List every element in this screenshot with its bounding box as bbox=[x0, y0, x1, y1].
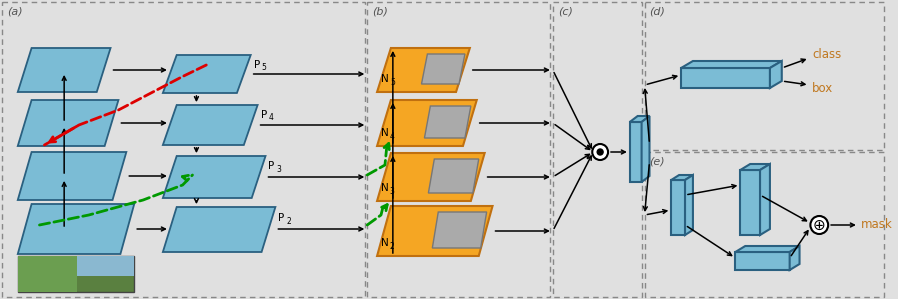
Polygon shape bbox=[760, 164, 770, 235]
Text: N: N bbox=[381, 183, 389, 193]
Polygon shape bbox=[432, 212, 487, 248]
Polygon shape bbox=[377, 206, 493, 256]
Text: 4: 4 bbox=[390, 132, 395, 141]
Polygon shape bbox=[377, 48, 470, 92]
Polygon shape bbox=[671, 175, 693, 180]
Text: P: P bbox=[260, 110, 267, 120]
Text: 4: 4 bbox=[269, 114, 273, 123]
Polygon shape bbox=[641, 116, 649, 182]
Polygon shape bbox=[18, 100, 119, 146]
Text: (b): (b) bbox=[372, 6, 388, 16]
Polygon shape bbox=[629, 116, 649, 122]
Text: 3: 3 bbox=[390, 187, 395, 196]
Polygon shape bbox=[770, 61, 782, 88]
Text: 2: 2 bbox=[390, 242, 394, 251]
Circle shape bbox=[593, 144, 608, 160]
Polygon shape bbox=[18, 152, 127, 200]
Polygon shape bbox=[18, 48, 110, 92]
Polygon shape bbox=[789, 246, 799, 270]
Polygon shape bbox=[377, 100, 477, 146]
Text: box: box bbox=[813, 82, 833, 94]
Polygon shape bbox=[421, 54, 465, 84]
Circle shape bbox=[810, 216, 828, 234]
FancyBboxPatch shape bbox=[553, 2, 641, 297]
Text: N: N bbox=[381, 128, 389, 138]
Text: P: P bbox=[278, 213, 285, 223]
Text: (c): (c) bbox=[558, 6, 573, 16]
Text: (a): (a) bbox=[7, 6, 22, 16]
Polygon shape bbox=[681, 68, 770, 88]
Polygon shape bbox=[18, 204, 134, 254]
Text: 5: 5 bbox=[261, 63, 267, 72]
FancyBboxPatch shape bbox=[18, 256, 134, 292]
Polygon shape bbox=[163, 156, 266, 198]
Polygon shape bbox=[163, 105, 258, 145]
FancyBboxPatch shape bbox=[367, 2, 550, 297]
Text: (e): (e) bbox=[649, 157, 665, 167]
Text: N: N bbox=[381, 238, 389, 248]
Polygon shape bbox=[163, 55, 251, 93]
Polygon shape bbox=[740, 164, 770, 170]
FancyBboxPatch shape bbox=[18, 256, 77, 292]
Polygon shape bbox=[671, 180, 685, 235]
Text: P: P bbox=[253, 60, 260, 70]
Text: class: class bbox=[813, 48, 841, 60]
FancyBboxPatch shape bbox=[2, 2, 365, 297]
Polygon shape bbox=[377, 153, 485, 201]
Text: P: P bbox=[269, 161, 275, 171]
FancyBboxPatch shape bbox=[77, 256, 134, 276]
Polygon shape bbox=[681, 61, 782, 68]
Text: 5: 5 bbox=[390, 78, 395, 87]
FancyBboxPatch shape bbox=[645, 152, 885, 297]
Polygon shape bbox=[163, 207, 276, 252]
FancyBboxPatch shape bbox=[645, 2, 885, 150]
Text: (d): (d) bbox=[649, 6, 665, 16]
Polygon shape bbox=[735, 252, 789, 270]
Polygon shape bbox=[425, 106, 471, 138]
Text: ⊕: ⊕ bbox=[813, 217, 825, 233]
Text: 3: 3 bbox=[277, 164, 281, 173]
Polygon shape bbox=[629, 122, 641, 182]
Polygon shape bbox=[740, 170, 760, 235]
Text: 2: 2 bbox=[286, 216, 291, 225]
Text: mask: mask bbox=[861, 219, 893, 231]
Text: N: N bbox=[381, 74, 389, 84]
Polygon shape bbox=[735, 246, 799, 252]
Polygon shape bbox=[685, 175, 693, 235]
Circle shape bbox=[597, 149, 603, 155]
Polygon shape bbox=[428, 159, 479, 193]
